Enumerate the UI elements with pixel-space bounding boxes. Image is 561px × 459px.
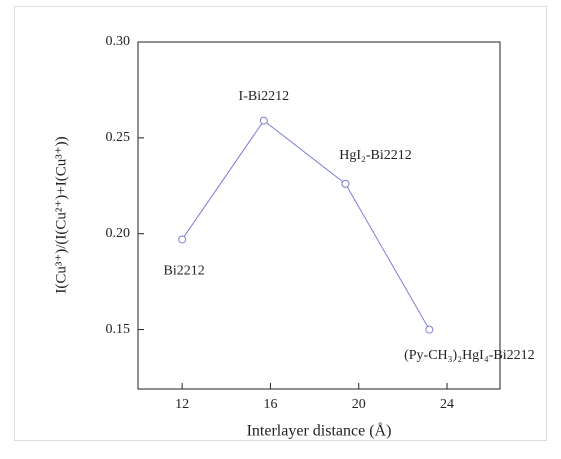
data-line — [181, 119, 430, 330]
y-tick-label: 0.30 — [106, 34, 131, 49]
y-tick-label: 0.15 — [106, 322, 131, 337]
frame — [14, 6, 547, 441]
x-tick-label: 20 — [352, 397, 366, 412]
point-label: I-Bi2212 — [239, 89, 290, 104]
data-point — [341, 179, 350, 188]
data-point — [259, 116, 268, 125]
data-point — [178, 235, 187, 244]
x-tick-label: 16 — [263, 397, 277, 412]
y-tick-label: 0.20 — [106, 226, 131, 241]
x-tick-label: 12 — [175, 397, 189, 412]
x-tick-label: 24 — [440, 397, 454, 412]
y-tick-label: 0.25 — [106, 130, 131, 145]
plot-frame — [137, 41, 501, 390]
y-axis-label: I(Cu³⁺)/(I(Cu²⁺)+I(Cu³⁺)) — [53, 136, 69, 293]
point-label: Bi2212 — [164, 264, 205, 279]
point-label: HgI₂-Bi2212 — [339, 148, 412, 163]
data-point — [425, 325, 434, 334]
x-axis-label: Interlayer distance (Å) — [247, 422, 392, 440]
point-label: (Py-CH₃)₂HgI₄-Bi2212 — [404, 348, 535, 363]
